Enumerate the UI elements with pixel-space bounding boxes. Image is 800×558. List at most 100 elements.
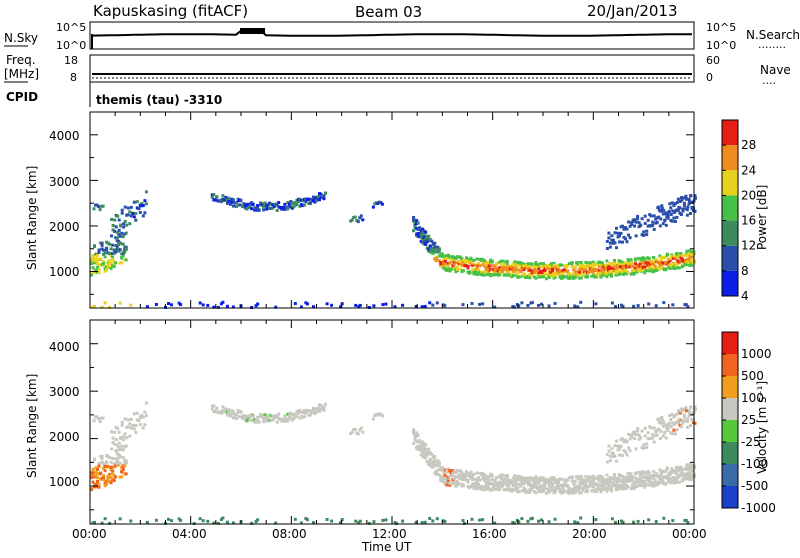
heatmap-cell	[138, 211, 142, 214]
heatmap-cell	[672, 428, 676, 432]
velocity-heatmap	[90, 401, 697, 525]
heatmap-cell	[295, 414, 299, 418]
heatmap-cell	[412, 429, 416, 433]
heatmap-cell	[111, 258, 115, 261]
heatmap-cell	[665, 253, 669, 257]
heatmap-cell	[434, 257, 438, 260]
heatmap-cell	[647, 483, 651, 487]
heatmap-cell	[687, 197, 691, 201]
power-ytick-2000: 2000	[49, 220, 80, 234]
heatmap-cell	[652, 426, 656, 430]
heatmap-cell	[167, 302, 170, 305]
heatmap-cell	[475, 257, 479, 261]
heatmap-cell	[672, 203, 676, 207]
heatmap-cell	[663, 219, 667, 223]
heatmap-cell	[110, 430, 114, 434]
heatmap-cell	[433, 455, 437, 458]
heatmap-cell	[591, 270, 595, 274]
heatmap-cell	[520, 262, 524, 265]
heatmap-cell	[534, 270, 538, 274]
heatmap-cell	[493, 265, 497, 268]
heatmap-cell	[248, 206, 252, 209]
heatmap-cell	[235, 201, 238, 205]
heatmap-cell	[339, 305, 343, 309]
heatmap-cell	[682, 201, 686, 205]
heatmap-cell	[489, 267, 493, 271]
heatmap-cell	[475, 471, 479, 475]
heatmap-cell	[662, 516, 666, 520]
heatmap-cell	[621, 224, 624, 228]
heatmap-cell	[579, 300, 583, 304]
heatmap-cell	[566, 478, 570, 482]
heatmap-cell	[640, 258, 644, 262]
heatmap-cell	[489, 474, 493, 478]
heatmap-cell	[113, 229, 117, 233]
heatmap-cell	[230, 200, 234, 204]
heatmap-cell	[167, 517, 170, 521]
heatmap-cell	[201, 303, 205, 307]
heatmap-cell	[514, 483, 518, 487]
heatmap-cell	[674, 264, 678, 267]
heatmap-cell	[305, 302, 309, 306]
heatmap-cell	[655, 472, 659, 476]
heatmap-cell	[340, 302, 344, 306]
heatmap-cell	[469, 471, 473, 475]
heatmap-cell	[489, 487, 493, 491]
heatmap-cell	[128, 222, 132, 226]
heatmap-cell	[579, 516, 583, 520]
heatmap-cell	[532, 479, 536, 483]
heatmap-cell	[641, 472, 645, 476]
xtick-2000: 20:00	[572, 527, 607, 541]
colorbar-segment	[722, 464, 738, 486]
heatmap-cell	[671, 470, 675, 474]
heatmap-cell	[661, 424, 665, 428]
nave-label: Nave	[760, 63, 791, 77]
heatmap-cell	[652, 256, 656, 259]
heatmap-cell	[401, 519, 405, 523]
velocity-ytick-1000: 1000	[49, 475, 80, 489]
heatmap-cell	[685, 420, 689, 424]
heatmap-cell	[642, 446, 646, 450]
heatmap-cell	[132, 412, 136, 416]
heatmap-cell	[640, 268, 644, 272]
heatmap-cell	[96, 254, 99, 258]
heatmap-cell	[627, 233, 631, 237]
heatmap-cell	[123, 417, 127, 421]
heatmap-cell	[627, 446, 631, 450]
heatmap-cell	[106, 263, 110, 267]
heatmap-cell	[514, 263, 518, 267]
heatmap-cell	[118, 517, 122, 521]
heatmap-cell	[502, 263, 506, 267]
heatmap-cell	[124, 444, 128, 448]
heatmap-cell	[507, 270, 511, 274]
heatmap-cell	[634, 257, 638, 261]
heatmap-cell	[610, 447, 614, 451]
heatmap-cell	[472, 272, 476, 276]
noise-left-tick-bottom: 10^0	[56, 39, 86, 52]
heatmap-cell	[570, 265, 574, 268]
heatmap-cell	[483, 478, 487, 482]
heatmap-cell	[670, 256, 674, 260]
heatmap-cell	[312, 521, 315, 525]
heatmap-cell	[422, 448, 426, 452]
heatmap-cell	[358, 216, 362, 220]
heatmap-cell	[540, 485, 544, 489]
heatmap-cell	[256, 415, 260, 419]
heatmap-cell	[676, 420, 680, 424]
heatmap-cell	[534, 267, 538, 271]
colorbar-tick: 4	[741, 289, 749, 303]
heatmap-cell	[325, 302, 329, 306]
heatmap-cell	[499, 476, 503, 480]
heatmap-cell	[519, 479, 523, 483]
heatmap-cell	[599, 275, 603, 279]
heatmap-cell	[254, 520, 258, 524]
heatmap-cell	[543, 272, 547, 276]
heatmap-cell	[121, 468, 125, 472]
heatmap-cell	[551, 483, 555, 487]
heatmap-cell	[108, 456, 112, 459]
heatmap-cell	[235, 416, 238, 420]
heatmap-cell	[472, 258, 476, 262]
heatmap-cell	[607, 444, 611, 448]
heatmap-cell	[443, 304, 447, 308]
heatmap-cell	[115, 449, 119, 453]
